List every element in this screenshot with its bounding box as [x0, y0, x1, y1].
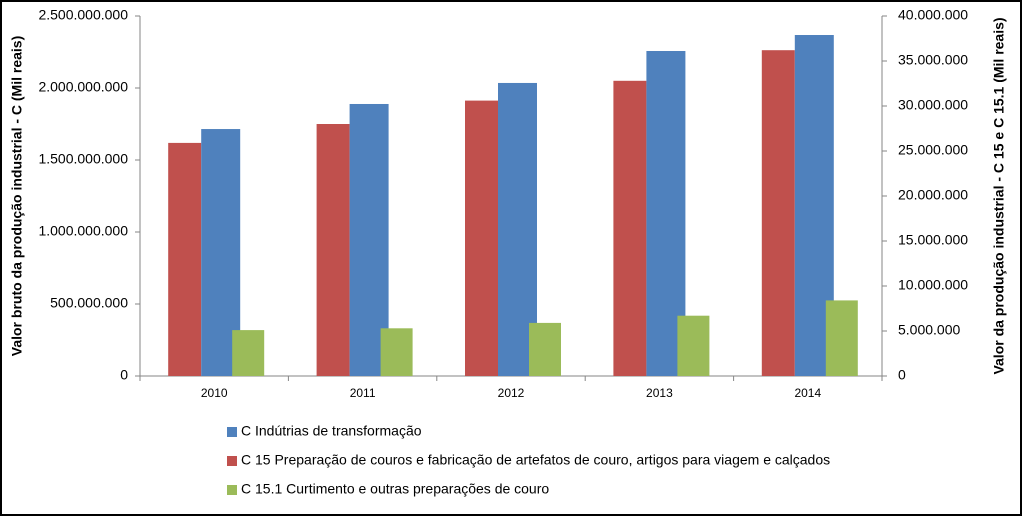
x-tick-label: 2011: [350, 386, 376, 400]
y2-tick-label: 20.000.000: [898, 187, 968, 203]
y2-tick-label: 35.000.000: [898, 52, 968, 68]
bar: [380, 328, 413, 376]
y-tick-label: 500.000.000: [50, 295, 128, 311]
y-tick-label: 0: [120, 367, 128, 383]
legend-swatch: [227, 427, 237, 437]
x-tick-label: 2014: [794, 386, 821, 400]
legend-label: C Indútrias de transformação: [241, 423, 422, 439]
x-tick-label: 2010: [201, 386, 228, 400]
bar: [465, 100, 498, 376]
y-tick-label: 2.500.000.000: [38, 7, 128, 23]
y2-tick-label: 30.000.000: [898, 97, 968, 113]
legend-swatch: [227, 485, 237, 495]
y2-tick-label: 5.000.000: [898, 322, 960, 338]
y-axis-title: Valor bruto da produção industrial - C (…: [9, 36, 25, 356]
bar: [677, 315, 710, 376]
bar: [529, 322, 561, 376]
legend-label: C 15 Preparação de couros e fabricação d…: [241, 452, 830, 468]
y2-axis-title: Valor da produção industrial - C 15 e C …: [991, 17, 1007, 374]
y-tick-label: 2.000.000.000: [38, 79, 128, 95]
y2-tick-label: 10.000.000: [898, 277, 968, 293]
y2-tick-label: 40.000.000: [898, 7, 968, 23]
y2-tick-label: 25.000.000: [898, 142, 968, 158]
y2-tick-label: 0: [898, 367, 906, 383]
legend-swatch: [227, 456, 237, 466]
y-tick-label: 1.500.000.000: [38, 151, 128, 167]
x-tick-label: 2012: [498, 386, 525, 400]
bar: [761, 50, 795, 376]
legend-label: C 15.1 Curtimento e outras preparações d…: [241, 481, 549, 497]
bar: [168, 142, 202, 376]
bar: [825, 300, 858, 376]
x-tick-label: 2013: [646, 386, 673, 400]
bar: [232, 330, 265, 376]
bar: [316, 124, 350, 376]
bar: [613, 80, 647, 377]
y-tick-label: 1.000.000.000: [38, 223, 128, 239]
y2-tick-label: 15.000.000: [898, 232, 968, 248]
